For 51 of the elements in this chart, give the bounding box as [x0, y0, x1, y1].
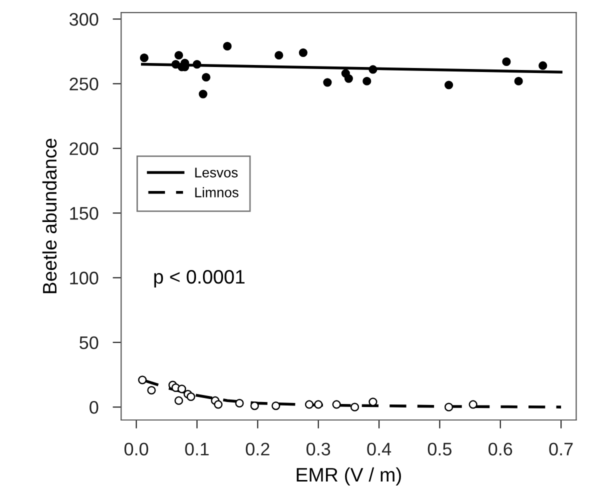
y-tick-label: 300: [70, 12, 98, 26]
point: [444, 80, 454, 90]
point: [272, 401, 280, 410]
y-tick-label: 250: [70, 78, 98, 90]
point: [250, 401, 259, 410]
point: [332, 400, 341, 409]
point: [192, 60, 202, 69]
point: [314, 400, 323, 409]
legend-label: Limnos: [195, 187, 238, 198]
x-tick-label: 0.2: [246, 442, 270, 456]
point: [468, 400, 478, 409]
point: [350, 402, 360, 412]
legend-label: Lesvos: [195, 168, 238, 178]
x-tick-label: 0.6: [488, 442, 512, 456]
x-tick-label: 0.5: [428, 442, 452, 456]
point: [147, 386, 156, 395]
point: [323, 78, 332, 87]
point: [298, 48, 308, 57]
point: [214, 400, 223, 409]
x-tick-label: 0.1: [185, 442, 209, 456]
point: [444, 402, 454, 412]
point: [344, 74, 353, 83]
y-tick-label: 100: [70, 272, 98, 284]
x-tick-label: 0.4: [367, 442, 392, 456]
point: [223, 42, 232, 51]
y-axis-title: Beetle abundance: [42, 138, 57, 294]
x-tick-label: 0.7: [549, 442, 573, 456]
point: [140, 54, 149, 62]
point: [304, 400, 314, 409]
point: [174, 50, 184, 60]
point: [202, 72, 210, 82]
x-tick-label: 0.3: [306, 442, 330, 456]
point: [538, 61, 548, 70]
point: [235, 398, 244, 408]
point: [198, 90, 208, 98]
point: [174, 396, 184, 405]
point: [178, 384, 186, 394]
y-tick-label: 150: [70, 206, 98, 220]
y-tick-label: 0: [90, 401, 98, 414]
y-tick-label: 200: [70, 142, 98, 156]
point: [502, 57, 511, 66]
x-axis-title: EMR (V / m): [296, 467, 401, 486]
point: [368, 65, 378, 74]
point: [138, 376, 147, 384]
annotation: p < 0.0001: [154, 270, 245, 288]
point: [514, 76, 523, 86]
point: [274, 50, 284, 60]
point: [186, 392, 196, 402]
y-tick-label: 50: [80, 336, 98, 350]
x-tick-label: 0.0: [124, 442, 148, 456]
point: [362, 76, 372, 86]
